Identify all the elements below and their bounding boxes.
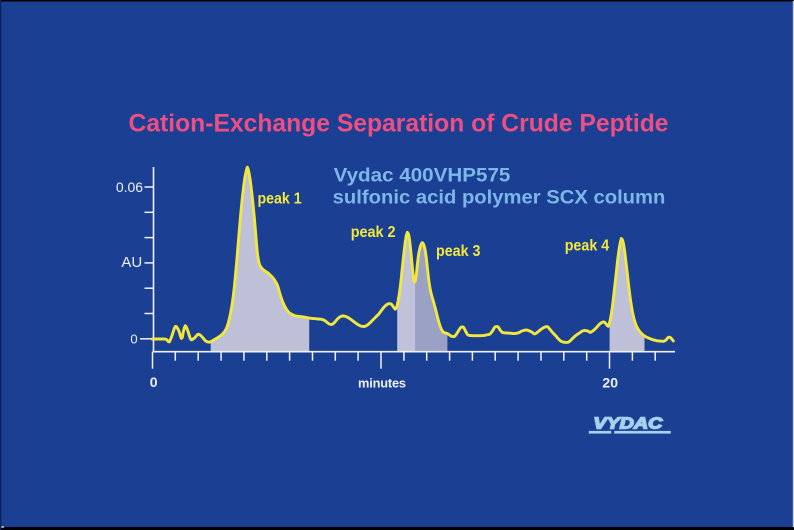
svg-text:VYDAC: VYDAC — [593, 416, 663, 433]
svg-text:AU: AU — [121, 254, 142, 271]
svg-text:0: 0 — [130, 332, 137, 347]
svg-text:minutes: minutes — [358, 375, 406, 390]
svg-text:peak 1: peak 1 — [258, 190, 302, 207]
svg-text:Cation-Exchange Separation of: Cation-Exchange Separation of Crude Pept… — [129, 109, 669, 137]
svg-text:0: 0 — [150, 374, 158, 390]
svg-text:peak 2: peak 2 — [351, 224, 396, 241]
svg-text:Vydac 400VHP575: Vydac 400VHP575 — [334, 164, 511, 186]
svg-text:20: 20 — [602, 374, 618, 390]
svg-text:peak 3: peak 3 — [436, 243, 481, 260]
svg-text:sulfonic acid polymer SCX colu: sulfonic acid polymer SCX column — [333, 186, 666, 208]
svg-text:peak 4: peak 4 — [565, 238, 610, 255]
svg-text:0.06: 0.06 — [116, 179, 143, 195]
